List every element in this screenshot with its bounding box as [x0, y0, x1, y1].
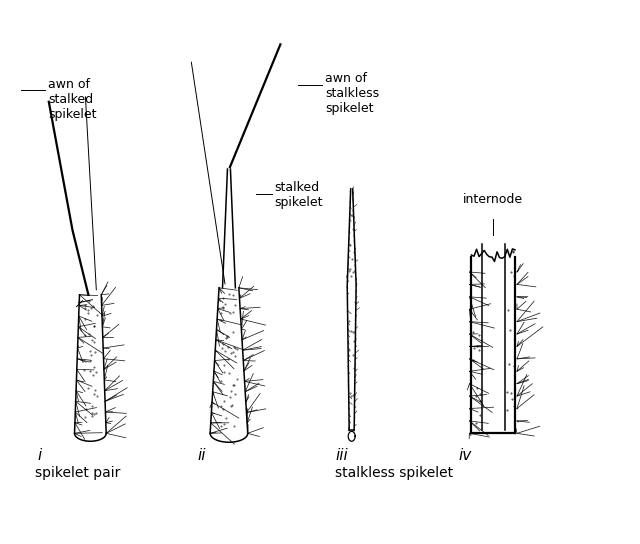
Text: stalked
spikelet: stalked spikelet	[275, 181, 323, 209]
Text: awn of
stalkless
spikelet: awn of stalkless spikelet	[325, 72, 379, 115]
Text: i: i	[38, 448, 42, 463]
Text: iv: iv	[459, 448, 472, 463]
Text: ii: ii	[197, 448, 206, 463]
Text: awn of
stalked
spikelet: awn of stalked spikelet	[48, 78, 96, 121]
Text: stalkless spikelet: stalkless spikelet	[335, 466, 453, 480]
Text: iii: iii	[336, 448, 349, 463]
Text: spikelet pair: spikelet pair	[35, 466, 120, 480]
Text: internode: internode	[463, 193, 524, 206]
